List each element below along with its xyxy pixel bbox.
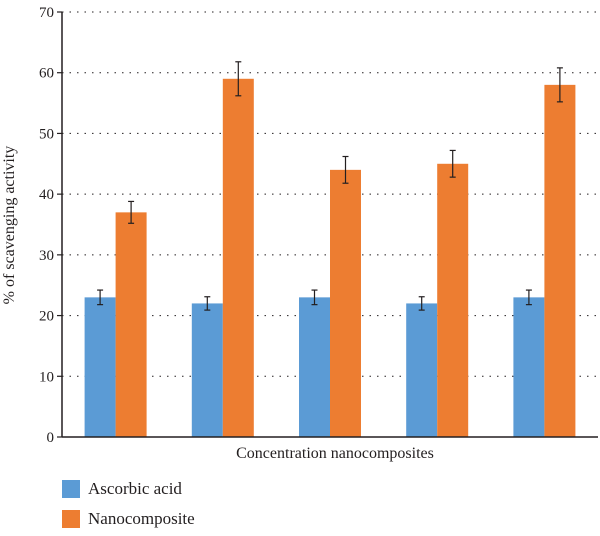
bar-nanocomposite-3 <box>330 169 361 437</box>
bar-ascorbic-acid-3 <box>299 297 330 437</box>
y-tick-label: 20 <box>39 309 54 325</box>
y-tick-label: 40 <box>39 187 54 203</box>
legend-item-nanocomposite: Nanocomposite <box>62 506 195 532</box>
bar-nanocomposite-5 <box>544 84 576 437</box>
error-bar <box>235 61 242 97</box>
y-tick-label: 10 <box>39 369 54 385</box>
error-bars <box>97 61 563 311</box>
error-bar <box>418 296 425 311</box>
y-tick-label: 50 <box>39 126 54 142</box>
error-bar <box>97 289 104 306</box>
bar-ascorbic-acid-1 <box>84 297 116 437</box>
legend: Ascorbic acid Nanocomposite <box>62 476 195 536</box>
error-bar <box>342 155 349 184</box>
y-axis-title: % of scavenging activity <box>1 146 18 305</box>
bar-ascorbic-acid-5 <box>513 297 545 437</box>
legend-swatch-nanocomposite <box>62 510 80 528</box>
bar-chart: 0 10 20 30 40 50 60 70 % of scavenging activity… <box>1 5 598 462</box>
x-axis-title: Concentration nanocomposites <box>236 445 434 462</box>
y-tick-labels: 0 10 20 30 40 50 60 70 <box>39 5 62 446</box>
error-bar <box>525 289 532 306</box>
bar-ascorbic-acid-2 <box>191 303 223 437</box>
bar-nanocomposite-2 <box>222 78 254 438</box>
y-tick-label: 70 <box>39 5 54 21</box>
bar-ascorbic-acid-4 <box>406 303 438 437</box>
y-tick-label: 30 <box>39 248 54 264</box>
error-bar <box>556 67 563 103</box>
y-tick-label: 60 <box>39 66 54 82</box>
error-bar <box>128 200 135 224</box>
bars <box>84 78 576 438</box>
bar-nanocomposite-4 <box>437 163 469 438</box>
bar-nanocomposite-1 <box>115 212 147 437</box>
error-bar <box>311 289 318 306</box>
legend-label-ascorbic-acid: Ascorbic acid <box>88 479 182 498</box>
legend-swatch-ascorbic-acid <box>62 480 80 498</box>
y-tick-label: 0 <box>47 430 55 446</box>
legend-label-nanocomposite: Nanocomposite <box>88 509 195 528</box>
error-bar <box>204 296 211 311</box>
legend-item-ascorbic-acid: Ascorbic acid <box>62 476 195 502</box>
error-bar <box>449 149 456 178</box>
